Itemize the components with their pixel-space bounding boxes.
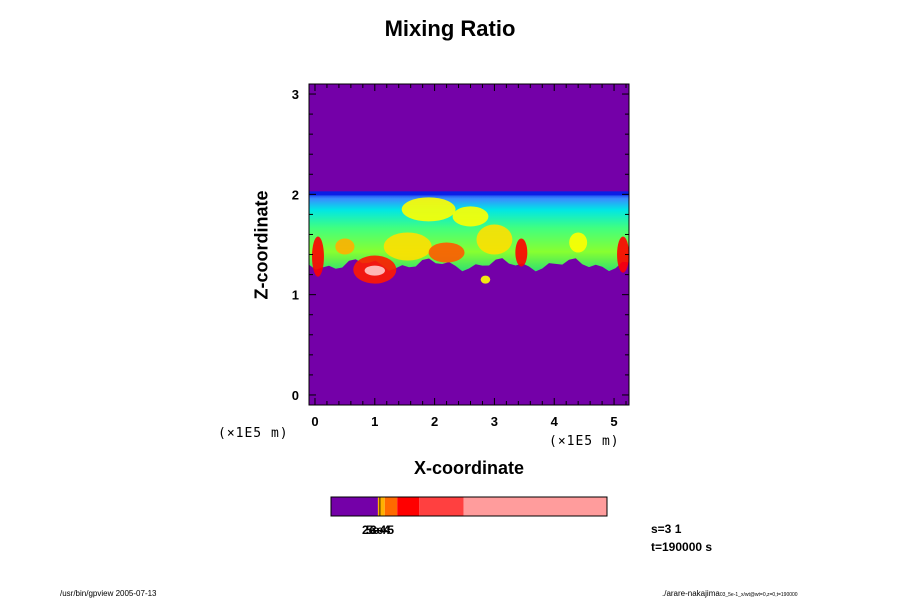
plume-1 — [335, 238, 355, 255]
plumes-group — [311, 197, 629, 284]
axis-ticks: 0 1 2 3 4 5 0 1 2 3 — [292, 84, 629, 429]
plume-12 — [480, 275, 491, 284]
colorbar-label-b: 5e-4 — [366, 523, 391, 537]
y-tick-label-1: 1 — [292, 288, 299, 303]
colorbar — [330, 496, 608, 517]
x-tick-label-5: 5 — [610, 414, 617, 429]
footer-right-main: ./arare-nakajima — [662, 589, 720, 598]
colorbar-frame — [330, 496, 608, 517]
cloud-body — [309, 192, 629, 272]
colorbar-cell-4 — [419, 497, 464, 516]
y-tick-label-2: 2 — [292, 187, 299, 202]
colorbar-cell-0 — [331, 497, 378, 516]
footer-right-small: 03_5e-1_x/wt@wt=0,z=0,t=190000 — [719, 592, 798, 598]
y-unit-label: (×1E5 m) — [218, 426, 289, 441]
colorbar-label-c: 3e-5 — [370, 523, 395, 537]
cloud-layer — [309, 191, 629, 272]
y-tick-label-3: 3 — [292, 87, 299, 102]
colorbar-cell-1 — [377, 497, 385, 516]
x-tick-label-3: 3 — [491, 414, 498, 429]
x-axis-label: X-coordinate — [413, 458, 524, 478]
cloud-top-edge — [309, 191, 629, 196]
y-tick-label-0: 0 — [292, 388, 299, 403]
colorbar-cell-3 — [397, 497, 420, 516]
x-tick-label-0: 0 — [311, 414, 318, 429]
footer-right: ./arare-nakajima03_5e-1_x/wt@wt=0,z=0,t=… — [662, 589, 798, 598]
colorbar-cell-2 — [384, 497, 398, 516]
plume-11 — [452, 206, 489, 227]
plume-6 — [401, 197, 456, 222]
x-tick-label-2: 2 — [431, 414, 438, 429]
plume-4 — [383, 232, 432, 261]
colorbar-label-a: 2e-4 — [362, 523, 387, 537]
colorbar-cell-5 — [463, 497, 607, 516]
plot-frame — [308, 83, 630, 406]
plume-5 — [428, 242, 465, 263]
footer-left: /usr/bin/gpview 2005-07-13 — [60, 589, 157, 598]
plume-9 — [569, 232, 588, 253]
x-tick-label-1: 1 — [371, 414, 378, 429]
x-unit-label: (×1E5 m) — [549, 434, 620, 449]
plume-8 — [617, 236, 629, 273]
plume-10 — [476, 224, 513, 255]
y-axis-label: Z-coordinate — [251, 190, 272, 300]
plume-7 — [515, 238, 528, 267]
info-s: s=3 1 — [651, 522, 682, 536]
info-t: t=190000 s — [651, 540, 713, 554]
chart-title: Mixing Ratio — [384, 16, 516, 41]
plume-3 — [364, 265, 385, 276]
x-tick-label-4: 4 — [551, 414, 559, 429]
plume-0 — [311, 236, 324, 277]
